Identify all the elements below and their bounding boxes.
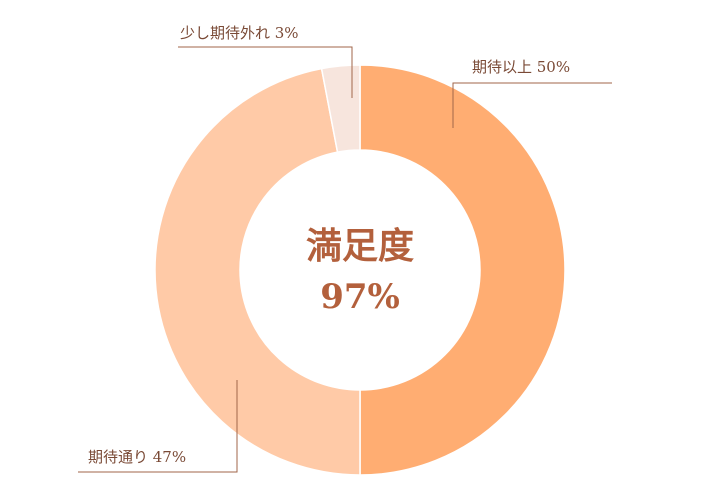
donut-slices [154,64,566,476]
slice-label-as-expected: 期待通り 47% [88,448,186,466]
slice-exceeded [359,64,566,476]
leader-line-exceeded [452,82,612,128]
center-title: 満足度 [306,225,414,267]
slice-label-exceeded: 期待以上 50% [472,58,570,76]
slice-label-slightly-disappointed: 少し期待外れ 3% [180,24,299,42]
slice-as-expected [154,67,361,476]
center-value: 97% [320,277,400,317]
slice-slightly-disappointed [320,64,361,154]
leader-line-slightly-disappointed [178,46,353,98]
leader-line-as-expected [78,380,238,473]
